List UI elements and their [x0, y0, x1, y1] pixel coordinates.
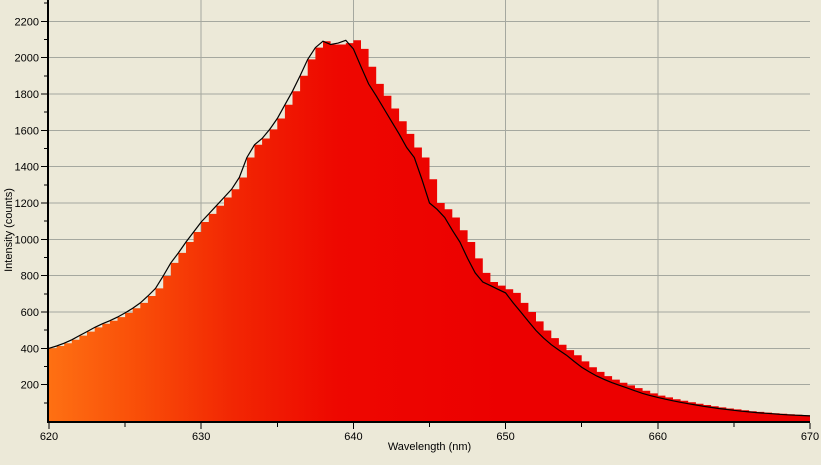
y-tick-label: 400 — [21, 343, 39, 355]
y-tick-label: 600 — [21, 307, 39, 319]
x-tick-label: 630 — [192, 431, 210, 443]
spectrum-area — [49, 40, 810, 422]
y-axis-title: Intensity (counts) — [3, 188, 15, 272]
x-axis-title: Wavelength (nm) — [387, 441, 472, 453]
y-tick-label: 1000 — [15, 234, 39, 246]
y-tick-label: 1800 — [15, 89, 39, 101]
spectrum-trace — [48, 39, 811, 417]
x-tick-label: 670 — [801, 431, 819, 443]
x-tick-label: 620 — [40, 431, 58, 443]
y-tick-label: 1200 — [15, 198, 39, 210]
y-tick-label: 1600 — [15, 125, 39, 137]
y-tick-label: 800 — [21, 271, 39, 283]
x-tick-label: 650 — [496, 431, 514, 443]
y-tick-label: 2200 — [15, 16, 39, 28]
x-tick-label: 660 — [649, 431, 667, 443]
x-tick-label: 640 — [344, 431, 362, 443]
y-tick-label: 2000 — [15, 53, 39, 65]
y-tick-label: 1400 — [15, 162, 39, 174]
y-tick-label: 200 — [21, 380, 39, 392]
